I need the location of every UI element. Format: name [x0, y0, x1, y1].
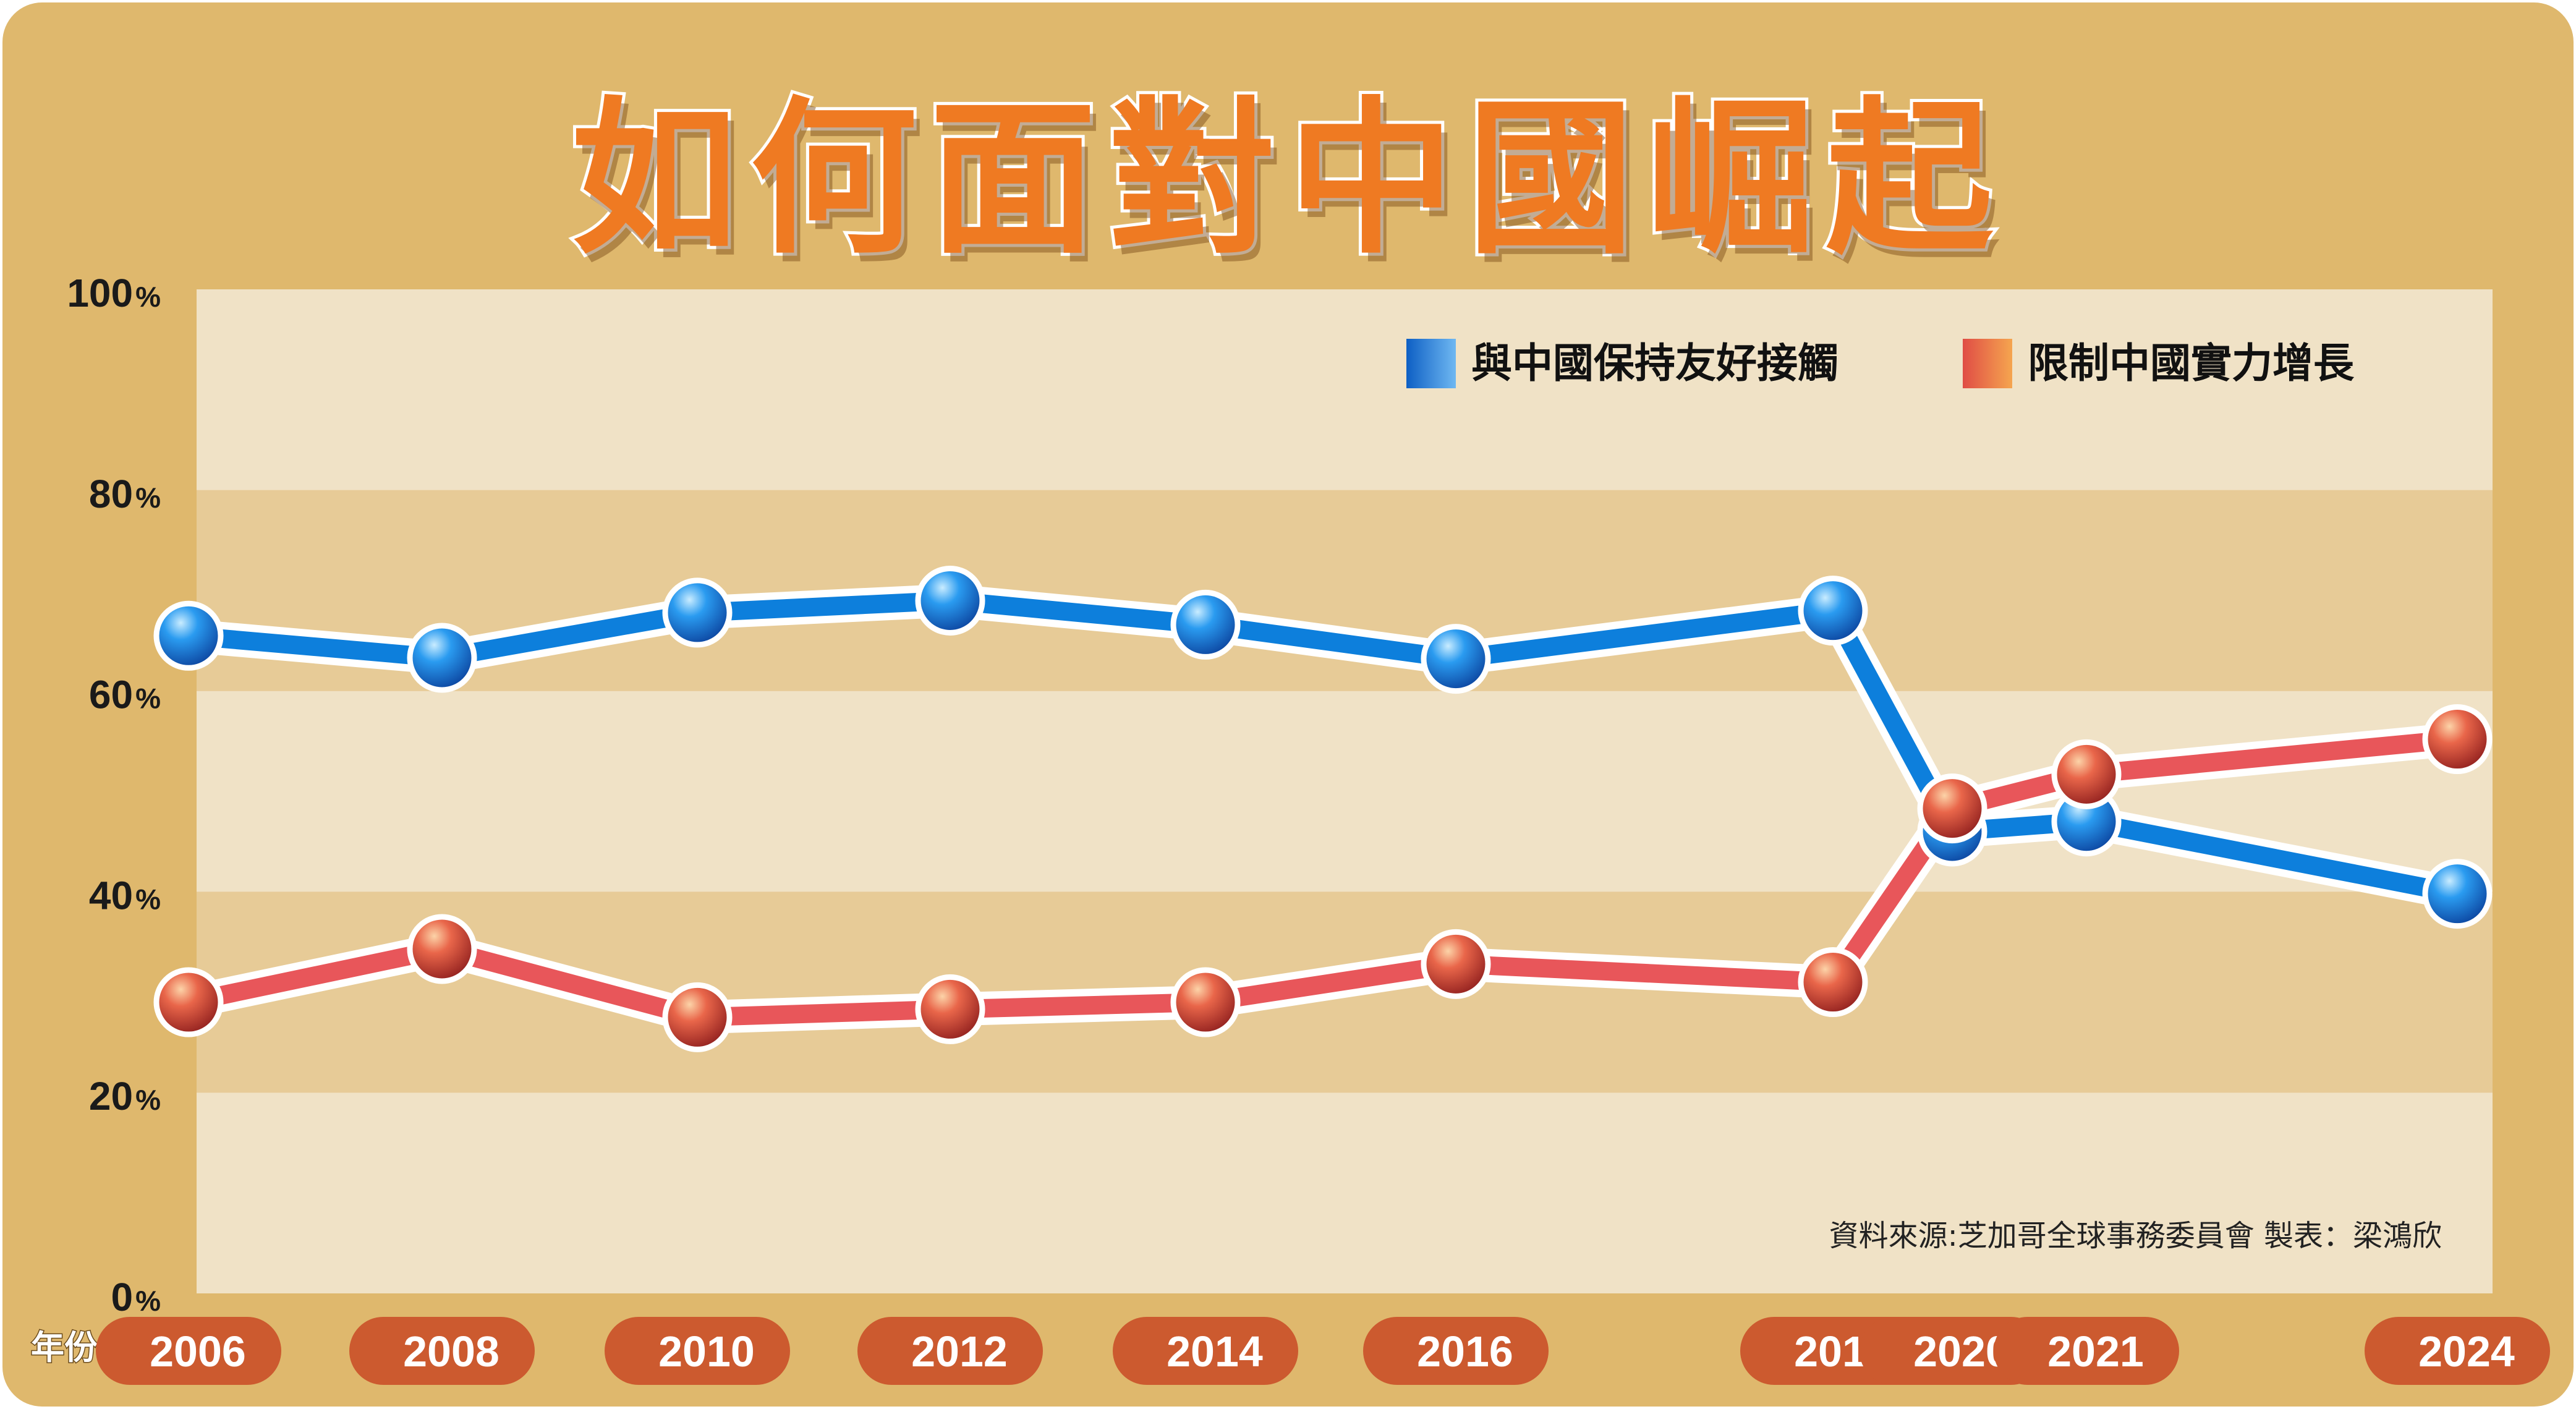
year-pill	[2365, 1317, 2550, 1385]
x-axis-label: 年份	[31, 1328, 98, 1367]
year-pill	[1994, 1317, 2179, 1385]
x-tick-label: 2010	[658, 1327, 755, 1376]
x-tick-2024: 2024	[2365, 1317, 2550, 1385]
y-tick-label: 80%	[89, 472, 161, 516]
series-line	[179, 591, 2467, 903]
data-point-2008	[407, 914, 477, 984]
x-tick-2012: 2012	[857, 1317, 1043, 1385]
x-tick-2021: 2021	[1994, 1317, 2179, 1385]
legend-item: 限制中國實力增長	[1963, 339, 2355, 388]
data-point-2024	[2422, 704, 2493, 775]
x-tick-label: 2016	[1417, 1327, 1513, 1376]
plot-band	[197, 691, 2493, 892]
data-point-2006	[153, 967, 224, 1037]
year-pill	[349, 1317, 535, 1385]
x-tick-label: 2020	[1913, 1327, 2010, 1376]
series-restrict-china-overlay	[1917, 704, 2493, 844]
y-tick-label: 40%	[89, 873, 161, 917]
x-tick-label: 2012	[911, 1327, 1008, 1376]
data-point-2016	[1421, 929, 1491, 999]
data-point-2014	[1170, 967, 1241, 1037]
x-tick-label: 2006	[150, 1327, 246, 1376]
data-point-2008	[407, 623, 477, 693]
y-tick-label: 100%	[67, 271, 161, 315]
x-tick-2008: 2008	[349, 1317, 535, 1385]
x-tick-label: 2008	[403, 1327, 499, 1376]
data-point-2024	[2422, 859, 2493, 929]
data-point-2019	[1798, 576, 1868, 646]
source-note: 資料來源:芝加哥全球事務委員會 製表：梁鴻欣	[1829, 1219, 2442, 1253]
year-pill	[96, 1317, 281, 1385]
x-tick-label: 2014	[1167, 1327, 1263, 1376]
x-tick-2016: 2016	[1363, 1317, 1549, 1385]
y-tick-label: 20%	[89, 1074, 161, 1118]
data-point-2014	[1170, 589, 1241, 660]
year-pill	[857, 1317, 1043, 1385]
year-pill	[1363, 1317, 1549, 1385]
y-axis: 0% 20% 40% 60% 80% 100%	[67, 271, 161, 1319]
data-point-2019	[1798, 947, 1868, 1018]
series-line	[179, 730, 2467, 1027]
data-point-2006	[153, 600, 224, 671]
data-point-2021	[2051, 739, 2122, 809]
series-restrict-china	[153, 722, 2474, 1052]
y-tick-label: 0%	[111, 1275, 161, 1319]
plot-band	[197, 289, 2493, 490]
y-tick-label: 60%	[89, 673, 161, 717]
series-friendly-engagement	[153, 565, 2493, 929]
data-point-2016	[1421, 624, 1491, 694]
legend-swatch-red	[1963, 339, 2012, 388]
x-tick-2010: 2010	[605, 1317, 790, 1385]
plot-band	[197, 490, 2493, 691]
x-tick-2006: 2006	[96, 1317, 281, 1385]
legend-label: 限制中國實力增長	[2028, 339, 2355, 387]
legend-label: 與中國保持友好接觸	[1471, 339, 1838, 387]
x-tick-label: 2021	[2047, 1327, 2144, 1376]
x-axis: 年份 2006 2008 2010 2012 2014 2016 2019 2020 2021 20…	[30, 1317, 2550, 1385]
legend: 與中國保持友好接觸 限制中國實力增長	[1406, 339, 2355, 388]
x-tick-label: 2024	[2418, 1327, 2515, 1376]
legend-item: 與中國保持友好接觸	[1406, 339, 1838, 388]
plot-band	[197, 1092, 2493, 1293]
year-pill	[605, 1317, 790, 1385]
plot-bands	[197, 289, 2493, 1293]
data-point-2012	[915, 565, 985, 636]
data-point-2012	[915, 974, 985, 1044]
chart-title: 如何面對中國崛起	[568, 79, 2005, 279]
year-pill	[1113, 1317, 1298, 1385]
data-point-2010	[662, 577, 733, 648]
x-tick-2014: 2014	[1113, 1317, 1298, 1385]
data-point-2010	[662, 982, 733, 1052]
data-point-2020	[1917, 773, 1987, 844]
legend-swatch-blue	[1406, 339, 1456, 388]
